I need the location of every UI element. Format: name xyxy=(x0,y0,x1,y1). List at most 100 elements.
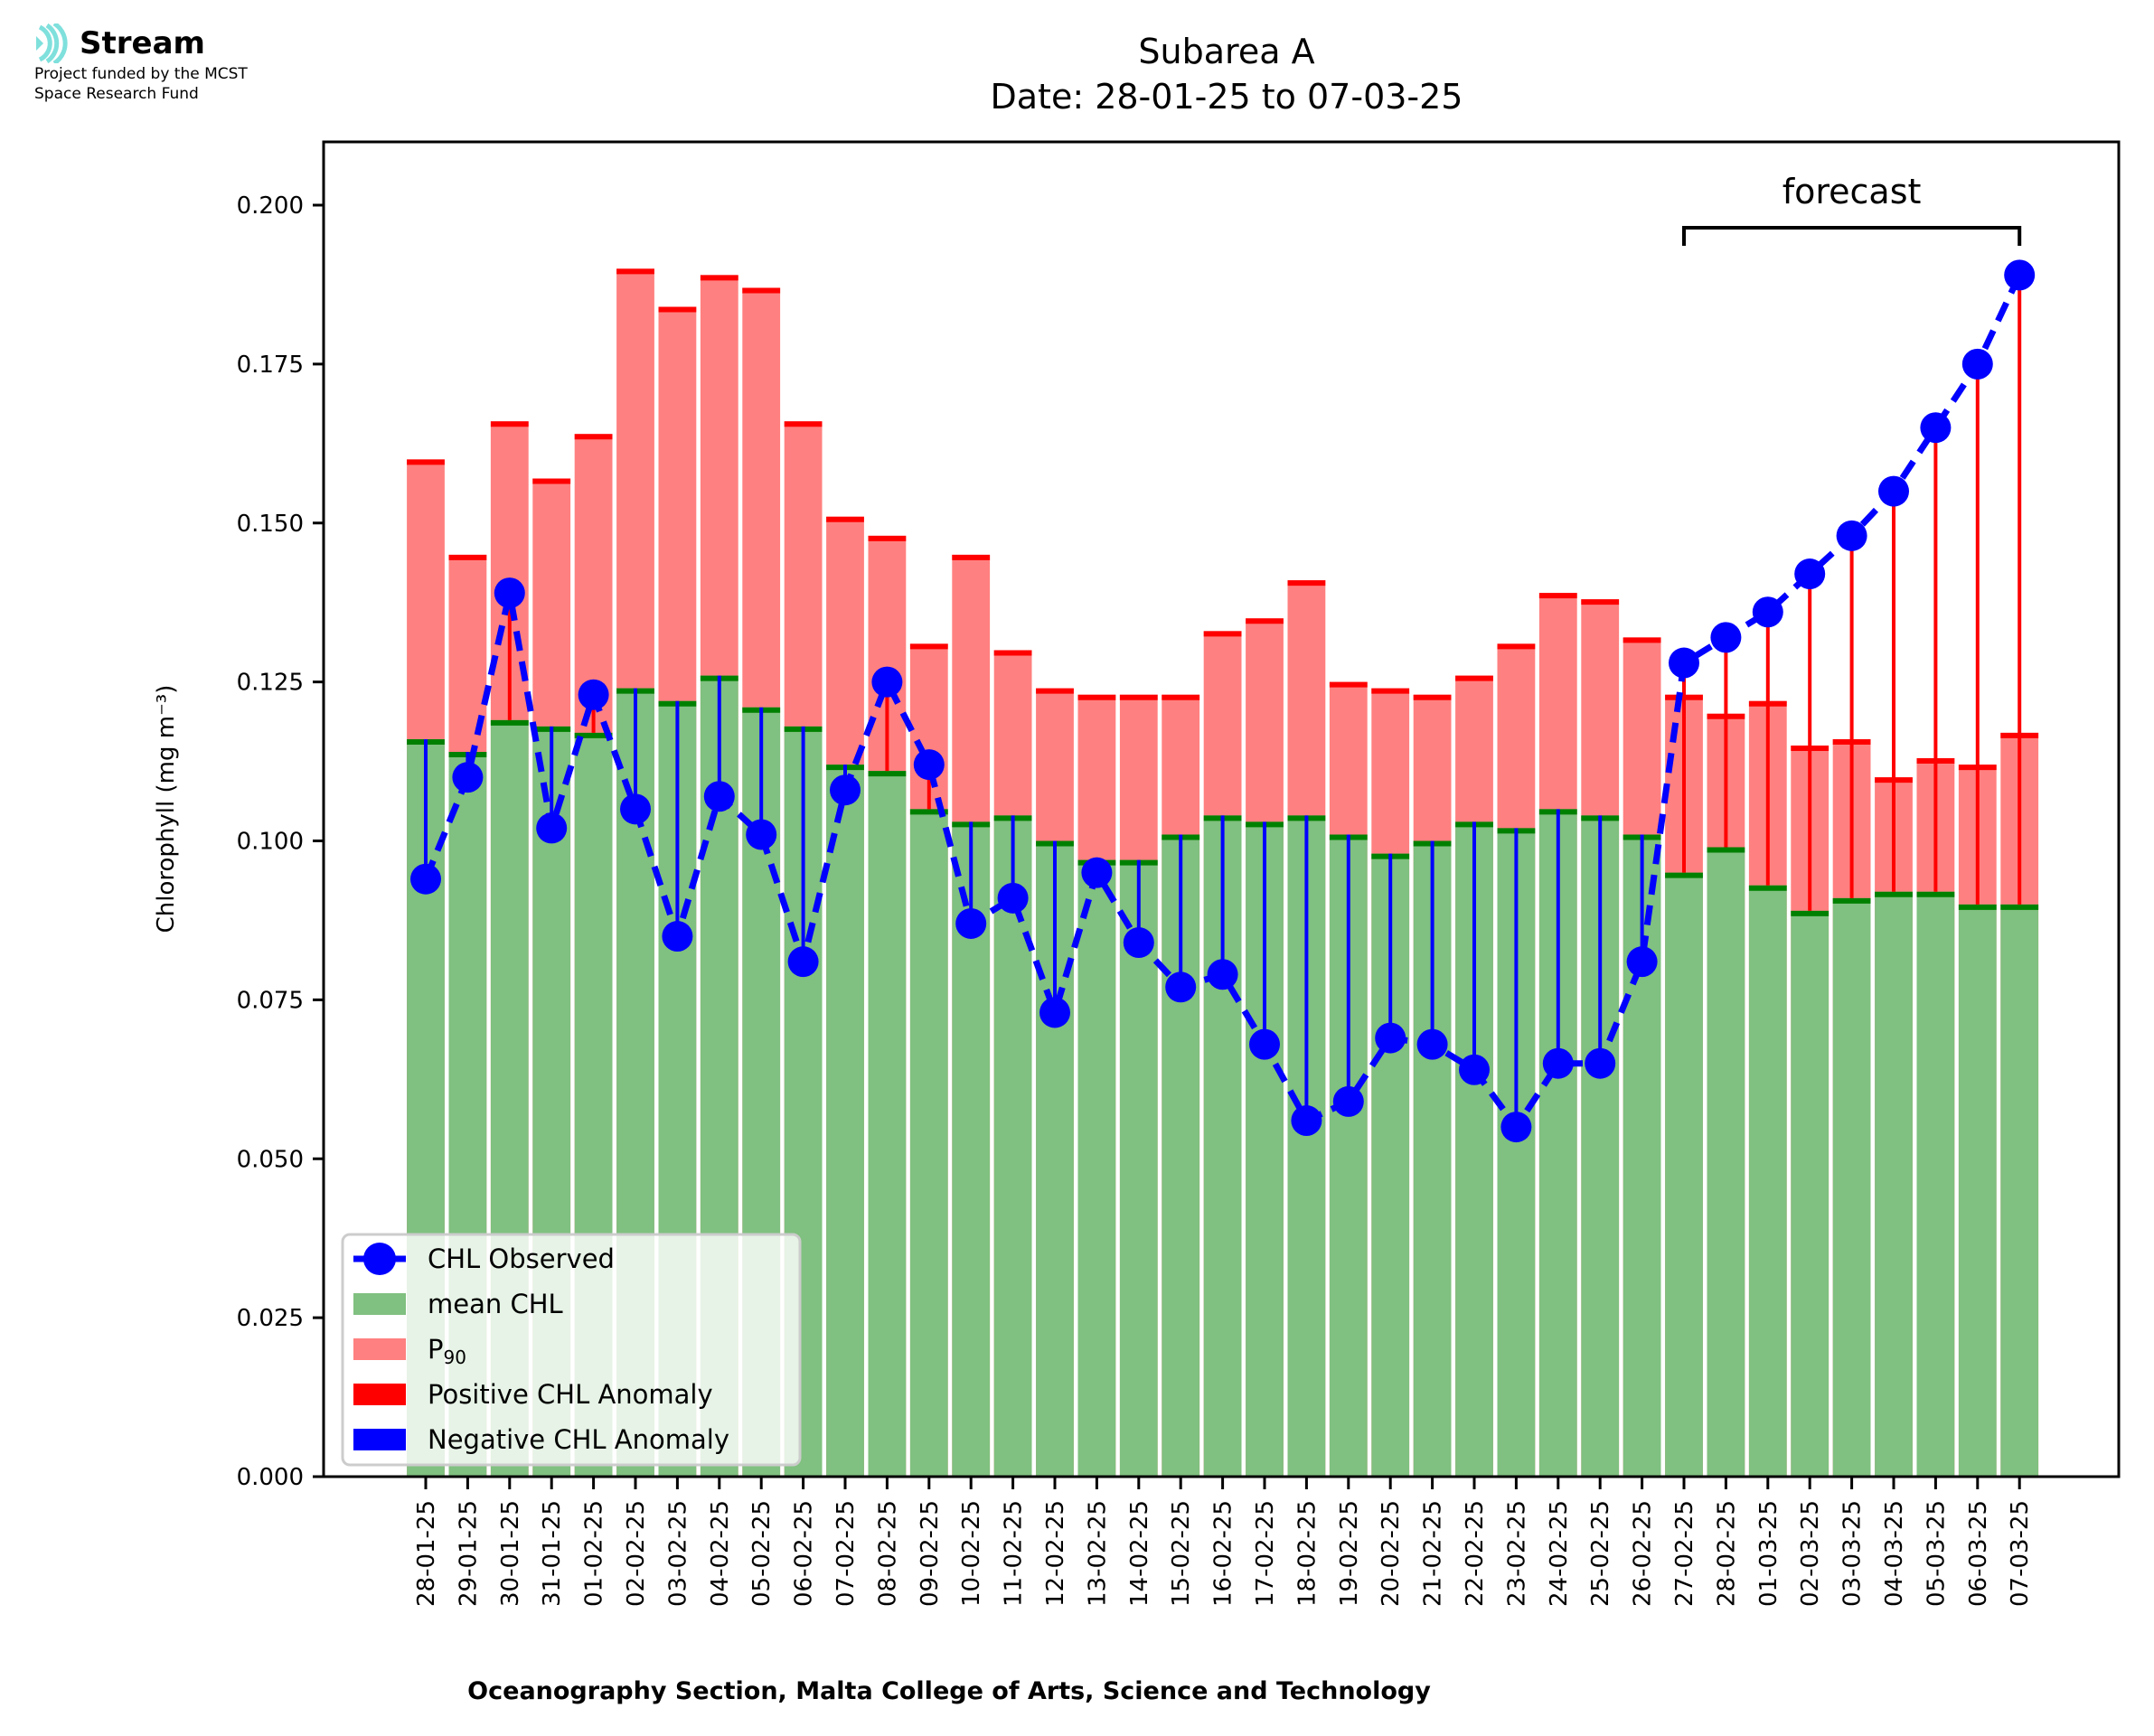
observed-point xyxy=(830,774,861,806)
x-tick-label: 07-03-25 xyxy=(2007,1500,2034,1607)
observed-point xyxy=(955,907,987,939)
observed-point xyxy=(1752,596,1783,628)
observed-point xyxy=(1291,1105,1322,1137)
observed-point xyxy=(1249,1028,1280,1060)
x-tick-label: 07-02-25 xyxy=(832,1500,860,1607)
legend-patch-icon xyxy=(353,1338,406,1360)
mean-bar xyxy=(1875,891,1913,1477)
y-tick-label: 0.150 xyxy=(237,511,304,538)
observed-point xyxy=(1500,1112,1532,1143)
x-tick-label: 28-02-25 xyxy=(1713,1500,1740,1607)
y-axis-label: Chlorophyll (mg m⁻³) xyxy=(153,685,180,934)
x-tick-label: 15-02-25 xyxy=(1168,1500,1195,1607)
legend-patch-icon xyxy=(353,1429,406,1450)
chart-title: Subarea A xyxy=(1138,32,1314,71)
observed-point xyxy=(1542,1047,1574,1079)
x-tick-label: 28-01-25 xyxy=(413,1500,440,1607)
x-tick-label: 24-02-25 xyxy=(1546,1500,1573,1607)
y-tick-label: 0.100 xyxy=(237,829,304,856)
anomaly-layer xyxy=(424,275,2022,1128)
x-tick-label: 18-02-25 xyxy=(1293,1500,1321,1607)
y-tick-label: 0.175 xyxy=(237,352,304,379)
x-tick-label: 10-02-25 xyxy=(958,1500,985,1607)
observed-point xyxy=(913,749,945,781)
observed-point xyxy=(997,882,1029,914)
x-tick-label: 04-03-25 xyxy=(1881,1500,1908,1607)
x-tick-label: 05-03-25 xyxy=(1923,1500,1950,1607)
logo-subtitle-line1: Project funded by the MCST xyxy=(34,65,248,83)
y-tick-label: 0.025 xyxy=(237,1305,304,1332)
legend-label: Positive CHL Anomaly xyxy=(428,1379,713,1410)
legend-patch-icon xyxy=(353,1384,406,1405)
observed-point xyxy=(1081,857,1113,888)
forecast-annotation: forecast xyxy=(1682,172,2022,246)
x-tick-label: 06-03-25 xyxy=(1965,1500,1992,1607)
observed-point xyxy=(703,781,735,812)
observed-point xyxy=(871,666,903,698)
x-tick-label: 17-02-25 xyxy=(1252,1500,1279,1607)
observed-point xyxy=(494,577,525,609)
observed-point xyxy=(746,819,777,850)
y-axis: 0.000 0.025 0.050 0.075 0.100 0.125 0.150 0.175… xyxy=(237,192,324,1491)
observed-point xyxy=(1165,971,1197,1003)
forecast-bracket xyxy=(1682,226,2022,246)
observed-point xyxy=(452,762,484,793)
observed-point xyxy=(1878,475,1909,507)
mean-bar xyxy=(1077,859,1116,1477)
legend-label: CHL Observed xyxy=(428,1243,615,1274)
y-tick-label: 0.200 xyxy=(237,192,304,220)
logo-subtitle-line2: Space Research Fund xyxy=(34,85,199,103)
logo: Stream Project funded by the MCST Space … xyxy=(34,23,248,103)
legend-label: mean CHL xyxy=(428,1289,563,1319)
x-tick-label: 01-03-25 xyxy=(1755,1500,1782,1607)
x-tick-label: 05-02-25 xyxy=(748,1500,776,1607)
forecast-label: forecast xyxy=(1782,172,1922,211)
legend-label-subscript: 90 xyxy=(444,1347,466,1368)
observed-point xyxy=(1123,927,1154,959)
observed-point xyxy=(1669,647,1699,679)
x-tick-label: 04-02-25 xyxy=(707,1500,734,1607)
x-tick-label: 11-02-25 xyxy=(1001,1500,1028,1607)
x-tick-label: 19-02-25 xyxy=(1336,1500,1363,1607)
x-tick-label: 14-02-25 xyxy=(1126,1500,1153,1607)
observed-point xyxy=(1585,1047,1616,1079)
x-tick-label: 25-02-25 xyxy=(1587,1500,1614,1607)
chart-subtitle: Date: 28-01-25 to 07-03-25 xyxy=(991,77,1463,117)
x-tick-label: 08-02-25 xyxy=(874,1500,901,1607)
legend-label: Negative CHL Anomaly xyxy=(428,1424,729,1455)
mean-bar xyxy=(2000,904,2039,1477)
x-tick-label: 21-02-25 xyxy=(1420,1500,1447,1607)
observed-point xyxy=(2004,259,2036,291)
observed-line-layer xyxy=(410,259,2036,1143)
x-tick-label: 01-02-25 xyxy=(581,1500,608,1607)
mean-bar xyxy=(1748,885,1787,1477)
observed-point xyxy=(1626,946,1658,978)
observed-point xyxy=(1961,348,1993,380)
observed-point xyxy=(1459,1054,1490,1085)
mean-bar xyxy=(1665,872,1703,1477)
observed-point xyxy=(536,812,568,844)
legend-patch-icon xyxy=(353,1293,406,1315)
x-tick-label: 13-02-25 xyxy=(1084,1500,1111,1607)
observed-point xyxy=(1416,1028,1448,1060)
mean-bar xyxy=(909,809,948,1477)
x-tick-label: 29-01-25 xyxy=(455,1500,482,1607)
legend-marker-icon xyxy=(363,1243,396,1275)
observed-point xyxy=(662,921,693,952)
y-tick-label: 0.125 xyxy=(237,670,304,697)
x-tick-label: 09-02-25 xyxy=(917,1500,944,1607)
observed-point xyxy=(1332,1085,1364,1117)
mean-bar xyxy=(868,771,907,1477)
mean-bar xyxy=(1791,910,1829,1477)
mean-bar xyxy=(1832,897,1871,1477)
x-tick-label: 20-02-25 xyxy=(1378,1500,1405,1607)
stream-waves-icon xyxy=(34,23,74,63)
logo-name: Stream xyxy=(80,25,205,61)
observed-point xyxy=(1836,520,1867,551)
y-tick-label: 0.075 xyxy=(237,987,304,1014)
observed-point xyxy=(1375,1022,1406,1054)
axes-frame xyxy=(322,140,2121,1478)
x-tick-label: 31-01-25 xyxy=(539,1500,566,1607)
